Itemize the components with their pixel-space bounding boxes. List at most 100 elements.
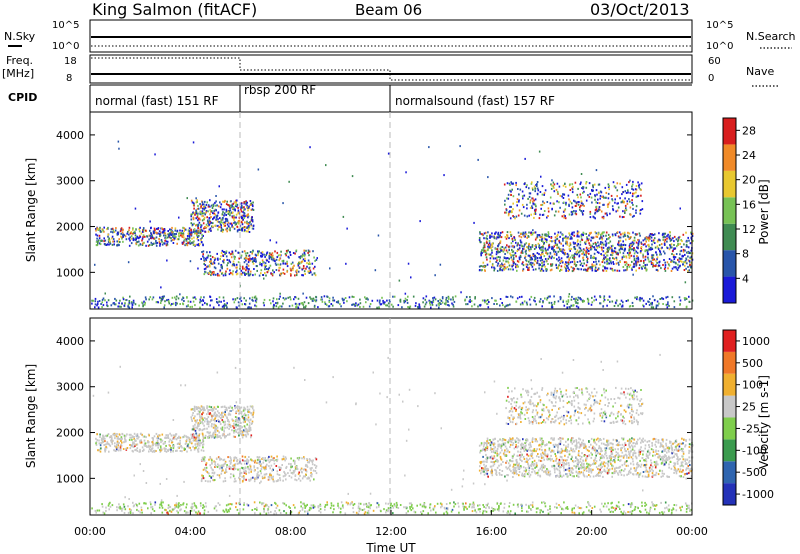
- range-cell: [607, 206, 609, 208]
- range-cell: [639, 209, 641, 212]
- range-cell: [652, 254, 655, 257]
- range-cell: [211, 271, 214, 274]
- range-cell: [567, 254, 570, 256]
- range-cell: [690, 249, 692, 252]
- range-cell: [645, 249, 648, 252]
- range-cell: [484, 265, 487, 267]
- range-cell: [176, 238, 179, 241]
- range-cell: [129, 239, 131, 242]
- range-cell: [134, 443, 136, 446]
- range-cell: [272, 256, 275, 259]
- range-cell: [488, 240, 491, 242]
- range-cell: [642, 256, 645, 259]
- range-cell: [627, 231, 629, 234]
- range-cell: [549, 202, 552, 205]
- range-cell: [240, 466, 243, 469]
- range-cell: [260, 480, 262, 483]
- range-cell: [501, 262, 503, 265]
- range-cell: [225, 255, 228, 258]
- range-cell: [543, 192, 546, 195]
- range-cell: [483, 265, 485, 268]
- range-cell: [228, 420, 230, 423]
- range-cell: [116, 231, 119, 234]
- range-cell: [117, 446, 119, 449]
- range-cell: [173, 235, 175, 238]
- range-cell: [282, 297, 285, 299]
- range-cell: [193, 437, 195, 440]
- range-cell: [282, 455, 285, 458]
- range-cell: [650, 260, 652, 263]
- range-cell: [645, 245, 647, 248]
- range-cell: [507, 245, 510, 248]
- range-cell: [237, 424, 239, 427]
- range-cell: [112, 439, 114, 442]
- range-cell: [223, 458, 226, 461]
- range-cell: [566, 303, 569, 305]
- range-cell: [541, 305, 543, 308]
- range-cell: [297, 270, 300, 273]
- range-cell: [608, 262, 610, 265]
- range-cell: [326, 295, 328, 298]
- range-cell: [115, 227, 117, 230]
- range-cell: [113, 243, 115, 246]
- range-cell: [209, 199, 211, 202]
- range-cell: [664, 238, 667, 241]
- range-cell: [502, 267, 504, 270]
- range-cell: [602, 217, 605, 220]
- range-cell: [212, 475, 214, 478]
- range-cell: [631, 260, 633, 263]
- range-cell: [176, 229, 179, 232]
- range-cell: [548, 255, 551, 258]
- range-cell: [512, 258, 515, 261]
- range-cell: [234, 463, 236, 466]
- range-cell: [173, 238, 175, 241]
- range-cell: [161, 231, 164, 234]
- range-cell: [263, 264, 266, 267]
- range-cell: [575, 305, 578, 308]
- range-cell: [202, 468, 205, 471]
- range-cell: [254, 257, 256, 259]
- range-cell: [496, 236, 499, 239]
- range-cell: [196, 243, 198, 246]
- range-cell: [177, 297, 180, 300]
- range-cell: [517, 260, 520, 263]
- range-cell: [201, 420, 203, 423]
- range-cell: [190, 215, 192, 218]
- range-cell: [593, 261, 595, 263]
- range-cell: [244, 420, 246, 423]
- range-cell: [199, 415, 201, 418]
- range-cell: [249, 478, 252, 481]
- range-cell: [572, 304, 574, 307]
- range-cell: [653, 237, 656, 240]
- range-cell: [214, 415, 217, 418]
- range-cell: [625, 261, 628, 264]
- range-cell: [478, 265, 481, 268]
- range-cell: [313, 478, 315, 481]
- range-cell: [228, 460, 231, 463]
- range-cell: [202, 234, 204, 237]
- range-cell: [672, 237, 674, 240]
- range-cell: [556, 182, 559, 185]
- range-cell: [610, 262, 613, 265]
- range-cell: [148, 238, 150, 241]
- range-cell: [216, 457, 218, 460]
- range-cell: [164, 300, 166, 303]
- range-cell: [219, 225, 221, 228]
- range-cell: [468, 300, 471, 303]
- range-cell: [151, 236, 154, 239]
- station-title: King Salmon (fitACF): [92, 0, 257, 19]
- range-cell: [247, 230, 249, 233]
- range-cell: [549, 196, 552, 199]
- range-cell: [197, 212, 199, 215]
- range-cell: [620, 201, 623, 204]
- range-cell: [392, 305, 394, 308]
- range-cell: [548, 301, 551, 304]
- range-cell: [143, 435, 146, 438]
- range-cell: [271, 457, 274, 460]
- range-cell: [541, 264, 543, 267]
- range-cell: [508, 237, 510, 240]
- range-cell: [687, 236, 689, 239]
- range-cell: [228, 251, 231, 254]
- range-cell: [320, 298, 322, 301]
